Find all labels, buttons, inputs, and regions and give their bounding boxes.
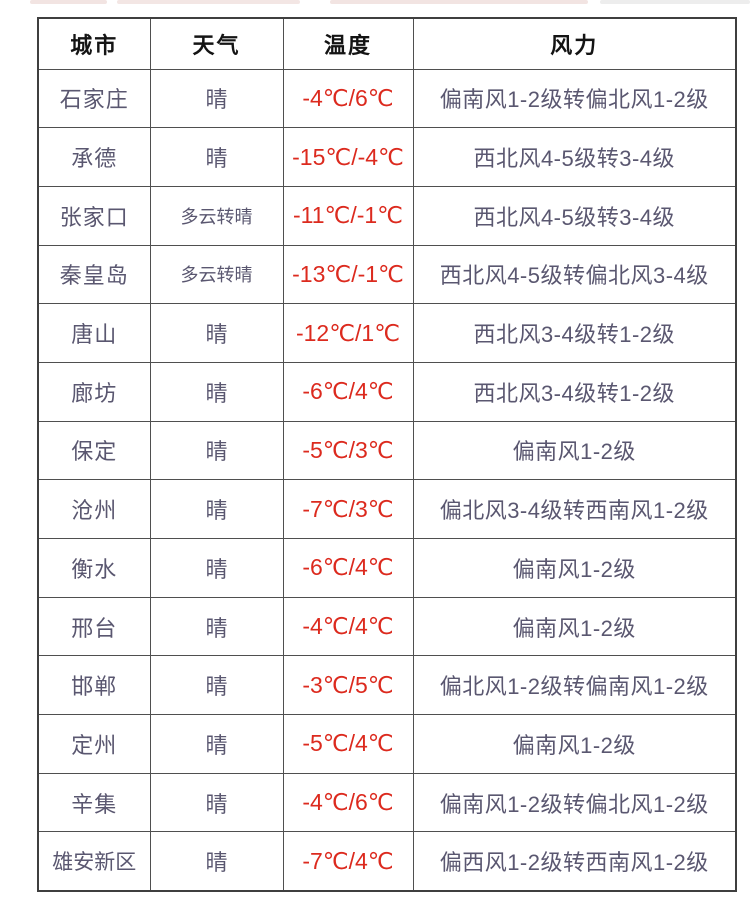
weather-cell: 多云转晴 (149, 244, 284, 305)
temperature-cell: -15℃/-4℃ (282, 127, 414, 187)
column-header-wind: 风力 (412, 17, 737, 70)
city-cell: 廊坊 (37, 361, 151, 422)
column-header-city: 城市 (37, 17, 151, 70)
weather-cell: 多云转晴 (149, 185, 284, 246)
weather-forecast-table: 城市 天气 温度 风力 石家庄 晴 -4℃/6℃ 偏南风1-2级转偏北风1-2级… (37, 17, 737, 892)
city-cell: 衡水 (37, 538, 151, 598)
wind-cell: 西北风4-5级转3-4级 (412, 127, 737, 187)
temperature-cell: -4℃/4℃ (282, 596, 414, 657)
weather-cell: 晴 (149, 68, 284, 129)
wind-cell: 西北风4-5级转偏北风3-4级 (412, 244, 737, 305)
temperature-cell: -7℃/3℃ (282, 479, 414, 539)
column-header-temperature: 温度 (282, 17, 414, 70)
table-row: 秦皇岛 多云转晴 -13℃/-1℃ 西北风4-5级转偏北风3-4级 (37, 244, 737, 305)
temperature-cell: -6℃/4℃ (282, 538, 414, 598)
city-cell: 唐山 (37, 303, 151, 363)
table-row: 保定 晴 -5℃/3℃ 偏南风1-2级 (37, 420, 737, 481)
wind-cell: 偏西风1-2级转西南风1-2级 (412, 831, 737, 892)
temperature-cell: -7℃/4℃ (282, 831, 414, 892)
weather-cell: 晴 (149, 538, 284, 598)
cropped-content-artifact (117, 0, 300, 4)
cropped-content-artifact (600, 0, 750, 4)
table-row: 石家庄 晴 -4℃/6℃ 偏南风1-2级转偏北风1-2级 (37, 68, 737, 129)
wind-cell: 偏南风1-2级 (412, 714, 737, 774)
table-header: 城市 天气 温度 风力 (37, 17, 737, 70)
city-cell: 秦皇岛 (37, 244, 151, 305)
city-cell: 石家庄 (37, 68, 151, 129)
temperature-cell: -4℃/6℃ (282, 68, 414, 129)
table-row: 廊坊 晴 -6℃/4℃ 西北风3-4级转1-2级 (37, 361, 737, 422)
weather-cell: 晴 (149, 420, 284, 481)
table-row: 雄安新区 晴 -7℃/4℃ 偏西风1-2级转西南风1-2级 (37, 831, 737, 892)
city-cell: 辛集 (37, 772, 151, 833)
wind-cell: 偏北风1-2级转偏南风1-2级 (412, 655, 737, 716)
table-row: 衡水 晴 -6℃/4℃ 偏南风1-2级 (37, 538, 737, 598)
weather-cell: 晴 (149, 831, 284, 892)
wind-cell: 西北风3-4级转1-2级 (412, 303, 737, 363)
header-row: 城市 天气 温度 风力 (37, 17, 737, 70)
wind-cell: 偏南风1-2级 (412, 420, 737, 481)
weather-cell: 晴 (149, 655, 284, 716)
cropped-content-artifact (330, 0, 588, 4)
city-cell: 邢台 (37, 596, 151, 657)
column-header-weather: 天气 (149, 17, 284, 70)
wind-cell: 西北风4-5级转3-4级 (412, 185, 737, 246)
wind-cell: 偏南风1-2级 (412, 596, 737, 657)
wind-cell: 偏北风3-4级转西南风1-2级 (412, 479, 737, 539)
table-row: 张家口 多云转晴 -11℃/-1℃ 西北风4-5级转3-4级 (37, 185, 737, 246)
weather-cell: 晴 (149, 596, 284, 657)
table-row: 承德 晴 -15℃/-4℃ 西北风4-5级转3-4级 (37, 127, 737, 187)
weather-cell: 晴 (149, 361, 284, 422)
temperature-cell: -4℃/6℃ (282, 772, 414, 833)
cropped-content-artifact (30, 0, 107, 4)
city-cell: 沧州 (37, 479, 151, 539)
weather-cell: 晴 (149, 479, 284, 539)
table-row: 唐山 晴 -12℃/1℃ 西北风3-4级转1-2级 (37, 303, 737, 363)
wind-cell: 偏南风1-2级转偏北风1-2级 (412, 68, 737, 129)
table-row: 邯郸 晴 -3℃/5℃ 偏北风1-2级转偏南风1-2级 (37, 655, 737, 716)
city-cell: 承德 (37, 127, 151, 187)
city-cell: 邯郸 (37, 655, 151, 716)
temperature-cell: -12℃/1℃ (282, 303, 414, 363)
table-row: 沧州 晴 -7℃/3℃ 偏北风3-4级转西南风1-2级 (37, 479, 737, 539)
weather-cell: 晴 (149, 303, 284, 363)
weather-cell: 晴 (149, 127, 284, 187)
table-row: 定州 晴 -5℃/4℃ 偏南风1-2级 (37, 714, 737, 774)
city-cell: 张家口 (37, 185, 151, 246)
city-cell: 保定 (37, 420, 151, 481)
wind-cell: 偏南风1-2级 (412, 538, 737, 598)
temperature-cell: -3℃/5℃ (282, 655, 414, 716)
weather-cell: 晴 (149, 772, 284, 833)
table-row: 邢台 晴 -4℃/4℃ 偏南风1-2级 (37, 596, 737, 657)
wind-cell: 西北风3-4级转1-2级 (412, 361, 737, 422)
city-cell: 定州 (37, 714, 151, 774)
temperature-cell: -6℃/4℃ (282, 361, 414, 422)
city-cell: 雄安新区 (37, 831, 151, 892)
temperature-cell: -5℃/3℃ (282, 420, 414, 481)
table-row: 辛集 晴 -4℃/6℃ 偏南风1-2级转偏北风1-2级 (37, 772, 737, 833)
temperature-cell: -13℃/-1℃ (282, 244, 414, 305)
temperature-cell: -11℃/-1℃ (282, 185, 414, 246)
temperature-cell: -5℃/4℃ (282, 714, 414, 774)
wind-cell: 偏南风1-2级转偏北风1-2级 (412, 772, 737, 833)
weather-cell: 晴 (149, 714, 284, 774)
weather-table-body: 石家庄 晴 -4℃/6℃ 偏南风1-2级转偏北风1-2级 承德 晴 -15℃/-… (37, 68, 737, 892)
